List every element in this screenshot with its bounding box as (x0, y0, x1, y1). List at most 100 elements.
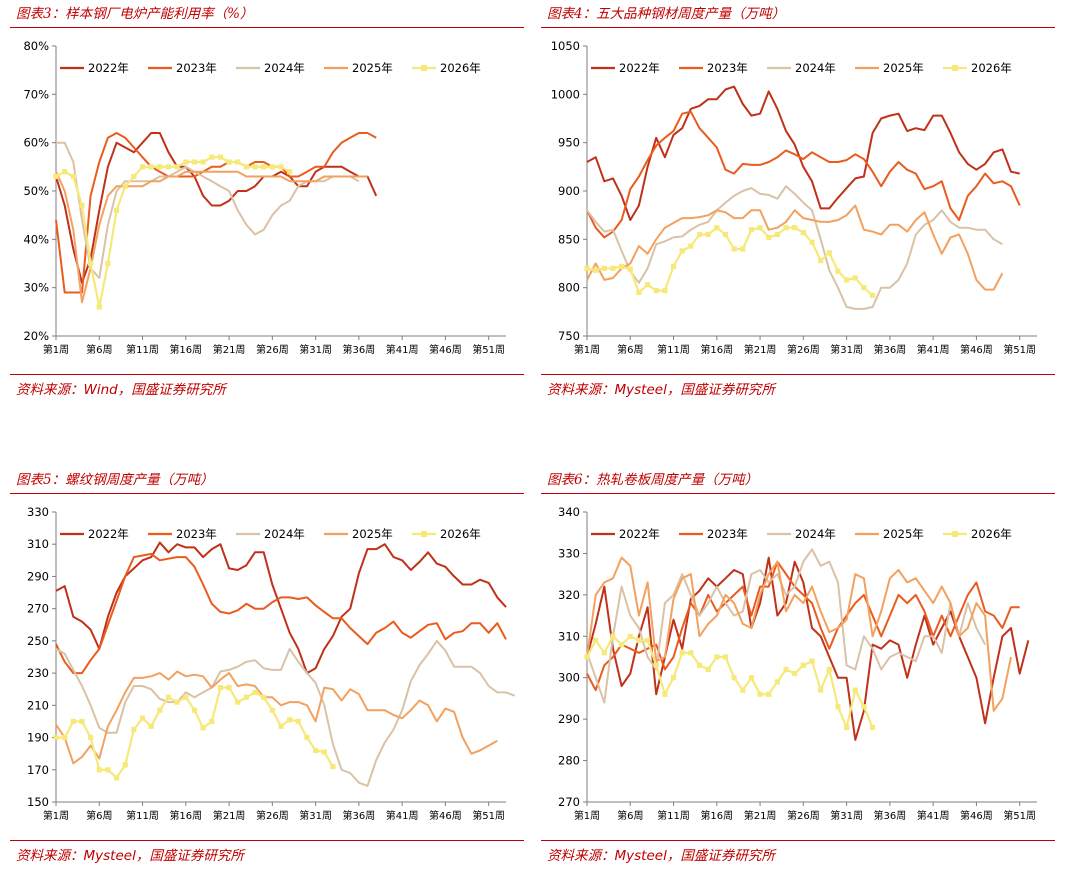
data-point (269, 707, 275, 713)
chart-plot: 750 800 850 900 950 1000 1050 第1周 第6周 第11周 第16周 第21… (551, 39, 1037, 356)
y-tick-label: 750 (558, 329, 580, 343)
data-point (157, 707, 163, 713)
y-tick-label: 170 (27, 763, 49, 777)
data-point (278, 723, 284, 729)
source-rule (541, 374, 1055, 375)
series-line (586, 204, 1004, 291)
y-tick-label: 280 (558, 754, 580, 768)
data-point (740, 246, 746, 252)
data-point (861, 285, 867, 291)
source-rule (10, 840, 524, 841)
x-tick-label: 第46周 (429, 809, 462, 822)
title-rule (10, 27, 524, 28)
data-point (157, 164, 163, 170)
series-line (586, 556, 1012, 712)
y-tick-label: 50% (23, 184, 49, 198)
series-line (586, 556, 1030, 741)
x-tick-label: 第16周 (700, 809, 733, 822)
y-tick-label: 800 (558, 281, 580, 295)
data-point (70, 718, 76, 725)
data-point (96, 767, 102, 773)
data-point (852, 687, 858, 693)
x-tick-label: 第6周 (617, 343, 643, 356)
legend-label: 2024年 (795, 527, 836, 541)
data-point (593, 267, 599, 273)
legend-label: 2026年 (971, 61, 1012, 75)
data-point (287, 169, 293, 175)
data-point (662, 691, 668, 697)
data-point (644, 637, 651, 644)
chart-panel-1: 图表3：样本钢厂电炉产能利用率（%） 20% 30% 40% 50% 60% 70% 80%… (10, 0, 524, 400)
data-point (330, 763, 336, 770)
data-point (705, 231, 711, 238)
series-line (55, 132, 377, 294)
chart-panel-4: 图表6：热轧卷板周度产量（万吨） 270 280 290 300 310 320 330 34… (541, 466, 1055, 866)
data-point (601, 265, 607, 271)
data-point (122, 183, 128, 189)
x-tick-label: 第11周 (126, 809, 159, 822)
data-point (852, 275, 858, 281)
series-line (55, 639, 516, 787)
series-line (586, 110, 1021, 239)
data-point (653, 287, 659, 294)
data-point (696, 231, 703, 238)
x-tick-label: 第26周 (787, 809, 820, 822)
y-tick-label: 290 (558, 712, 580, 726)
legend-label: 2023年 (176, 527, 217, 541)
data-point (122, 762, 128, 768)
x-tick-label: 第11周 (657, 809, 690, 822)
legend-label: 2026年 (971, 527, 1012, 541)
data-point (783, 225, 789, 231)
data-point (818, 687, 824, 693)
series-line (586, 548, 986, 704)
data-point (174, 699, 180, 705)
y-tick-label: 310 (558, 629, 580, 643)
series-line (586, 185, 1003, 310)
data-point (148, 723, 154, 729)
data-point (287, 717, 293, 723)
data-point (593, 637, 599, 644)
data-point (792, 225, 798, 231)
data-point (861, 704, 867, 710)
y-tick-label: 300 (558, 671, 580, 685)
data-point (252, 164, 258, 170)
data-point (235, 699, 241, 705)
data-point (818, 258, 824, 264)
data-point (748, 227, 755, 233)
data-point (800, 662, 806, 668)
data-point (601, 650, 607, 656)
source-rule (541, 840, 1055, 841)
x-tick-label: 第41周 (386, 809, 419, 822)
x-tick-label: 第16周 (169, 343, 202, 356)
source-label: 资料来源： (547, 848, 615, 864)
data-point (809, 658, 815, 664)
source-value: Mysteel，国盛证券研究所 (614, 848, 775, 864)
y-tick-label: 30% (23, 281, 49, 295)
legend-label: 2022年 (619, 527, 660, 541)
series-line (586, 635, 874, 729)
chart-panel-2: 图表4：五大品种钢材周度产量（万吨） 750 800 850 900 950 1000 10… (541, 0, 1055, 400)
data-point (722, 231, 729, 238)
data-point (688, 243, 694, 249)
series-line (56, 141, 360, 279)
data-point (139, 164, 146, 170)
source-value: Mysteel，国盛证券研究所 (83, 848, 244, 864)
source-value: Mysteel，国盛证券研究所 (614, 382, 775, 398)
data-point (869, 724, 876, 731)
data-point (670, 675, 677, 681)
chart-source: 资料来源：Mysteel，国盛证券研究所 (16, 844, 244, 864)
legend-label: 2026年 (440, 527, 481, 541)
data-point (844, 277, 850, 283)
chart-source: 资料来源：Mysteel，国盛证券研究所 (547, 844, 775, 864)
x-tick-label: 第16周 (169, 809, 202, 822)
y-tick-label: 340 (558, 505, 580, 519)
data-point (748, 675, 755, 681)
data-point (243, 164, 249, 170)
y-tick-label: 1000 (551, 87, 580, 101)
x-tick-label: 第26周 (256, 809, 289, 822)
data-point (183, 159, 189, 165)
data-point (844, 724, 850, 731)
legend-label: 2024年 (795, 61, 836, 75)
title-rule (541, 27, 1055, 28)
